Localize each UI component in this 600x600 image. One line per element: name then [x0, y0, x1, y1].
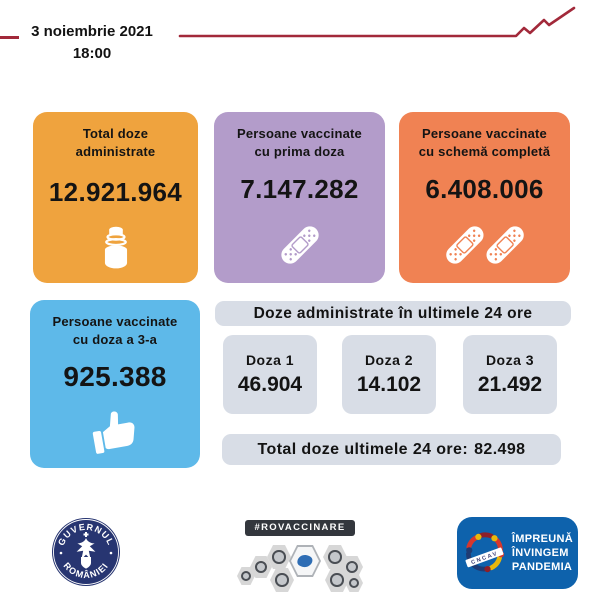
hexagon-syringe-icon [323, 545, 347, 569]
rovaccinare-hexagon-cluster [237, 541, 363, 593]
card-title-line2: cu doza a 3-a [72, 332, 158, 348]
card-title-line1: Persoane vaccinate [236, 126, 362, 141]
rovaccinare-hashtag-badge: #ROVACCINARE [245, 520, 355, 536]
romania-map-icon [297, 555, 313, 568]
card-value: 6.408.006 [425, 173, 544, 204]
card-title-line2: cu prima doza [254, 144, 345, 160]
card-title-line1: Persoane vaccinate [52, 314, 178, 329]
dose1-label: Doza 1 [245, 352, 295, 368]
dose2-card: Doza 2 14.102 [342, 335, 436, 414]
hexagon-mask-icon [345, 574, 363, 592]
hexagon-icon [237, 567, 255, 585]
card-title: Persoane vaccinate cu doza a 3-a [52, 313, 177, 349]
total-24h-value: 82.498 [474, 440, 526, 458]
card-total-doses: Total doze administrate 12.921.964 [33, 112, 198, 283]
vaccine-vial-icon [99, 223, 133, 273]
dose1-value: 46.904 [237, 373, 303, 396]
card-value: 12.921.964 [48, 176, 183, 207]
report-date: 3 noiembrie 2021 [31, 23, 153, 40]
card-title-line1: Total doze [82, 126, 149, 141]
report-datetime: 3 noiembrie 2021 18:00 [26, 21, 158, 65]
cncav-slogan-line2: ÎNVINGEM [511, 546, 569, 559]
card-title: Persoane vaccinate cu schemă completă [419, 125, 551, 161]
dose3-value: 21.492 [477, 373, 543, 396]
cncav-slogan: ÎMPREUNĂ ÎNVINGEM PANDEMIA [512, 532, 573, 575]
trend-line-icon [178, 6, 576, 38]
bandage-icon [272, 217, 328, 273]
dose3-label: Doza 3 [485, 352, 535, 368]
cncav-slogan-line3: PANDEMIA [511, 561, 573, 574]
hexagon-icon [250, 556, 272, 578]
card-title-line2: administrate [75, 144, 156, 160]
card-title: Total doze administrate [76, 125, 156, 161]
total-24h-bar: Total doze ultimele 24 ore: 82.498 [222, 434, 561, 465]
cncav-logo: CNCAV [465, 532, 505, 573]
card-title-line1: Persoane vaccinate [421, 126, 547, 141]
card-full-scheme: Persoane vaccinate cu schemă completă 6.… [399, 112, 570, 283]
hexagon-camera-icon [267, 545, 291, 569]
dose1-card: Doza 1 46.904 [223, 335, 317, 414]
last-24h-header: Doze administrate în ultimele 24 ore [215, 301, 571, 326]
accent-line-left [0, 36, 19, 39]
card-third-dose: Persoane vaccinate cu doza a 3-a 925.388 [30, 300, 200, 468]
thumbs-up-icon [85, 404, 145, 458]
cncav-slogan-line1: ÎMPREUNĂ [511, 532, 573, 545]
card-value: 7.147.282 [240, 173, 359, 204]
rovaccinare-logo: #ROVACCINARE [237, 520, 363, 592]
cncav-badge: CNCAV ÎMPREUNĂ ÎNVINGEM PANDEMIA [457, 517, 578, 589]
coat-of-arms-icon [76, 532, 96, 569]
last-24h-header-label: Doze administrate în ultimele 24 ore [253, 304, 533, 322]
double-bandage-icon [435, 217, 535, 273]
romania-map-hexagon [289, 545, 321, 577]
report-time: 18:00 [72, 44, 112, 62]
total-24h-label: Total doze ultimele 24 ore: [257, 440, 469, 458]
card-value: 925.388 [63, 360, 167, 392]
hexagon-gear-icon [270, 568, 294, 592]
government-of-romania-seal: GUVERNUL ROMÂNIEI [52, 518, 120, 586]
card-title: Persoane vaccinate cu prima doza [237, 125, 362, 161]
hexagon-icon [341, 556, 363, 578]
dose2-value: 14.102 [356, 373, 422, 396]
dose3-card: Doza 3 21.492 [463, 335, 557, 414]
card-first-dose: Persoane vaccinate cu prima doza 7.147.2… [214, 112, 385, 283]
card-title-line2: cu schemă completă [418, 144, 551, 160]
dose2-label: Doza 2 [364, 352, 414, 368]
